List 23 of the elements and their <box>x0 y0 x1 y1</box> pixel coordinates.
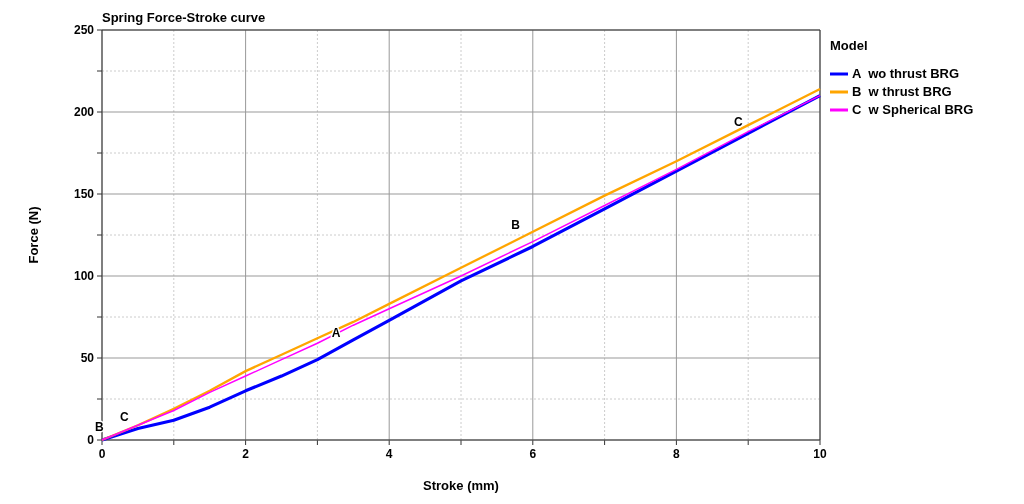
y-tick-label: 150 <box>73 187 95 201</box>
y-tick-label: 250 <box>73 23 95 37</box>
x-tick-label: 4 <box>385 447 393 461</box>
annotation: B <box>94 419 104 434</box>
annotation: C <box>733 114 743 129</box>
annotation: C <box>120 409 130 424</box>
y-axis-title: Force (N) <box>26 206 41 264</box>
x-axis-title: Stroke (mm) <box>423 478 499 493</box>
x-tick-label: 8 <box>673 447 681 461</box>
annotation: B <box>511 218 521 232</box>
y-tick-label: 0 <box>87 433 95 447</box>
chart-title: Spring Force-Stroke curve <box>102 10 266 25</box>
x-tick-label: 6 <box>529 447 537 461</box>
x-tick-label: 0 <box>98 447 106 461</box>
legend-label: A wo thrust BRG <box>852 66 960 81</box>
x-tick-label: 2 <box>242 447 250 461</box>
y-tick-label: 50 <box>80 351 95 365</box>
legend-label: B w thrust BRG <box>852 84 952 99</box>
y-tick-label: 100 <box>73 269 95 283</box>
legend-label: C w Spherical BRG <box>852 102 974 117</box>
x-tick-label: 10 <box>813 447 827 461</box>
legend-title: Model <box>830 38 868 53</box>
y-tick-label: 200 <box>73 105 95 119</box>
